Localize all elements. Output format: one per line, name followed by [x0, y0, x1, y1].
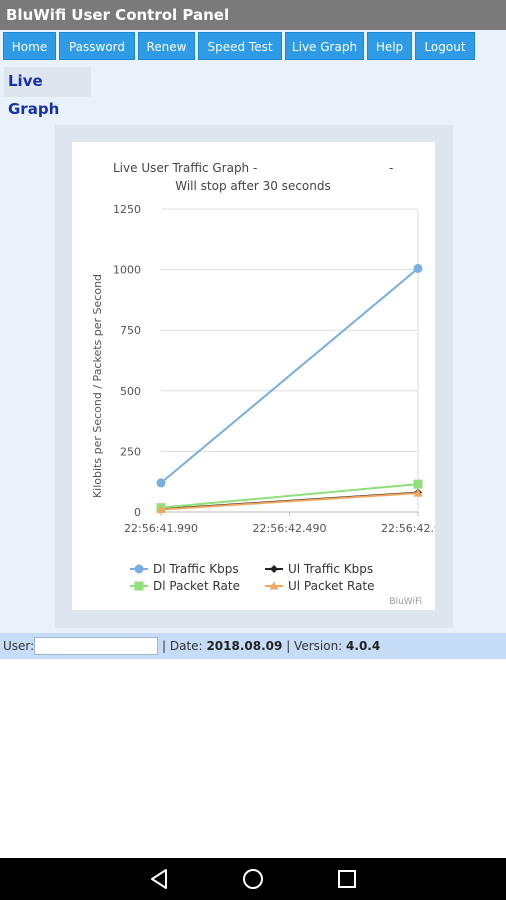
- app-title: BluWifi User Control Panel: [0, 0, 506, 30]
- series-line: [160, 483, 419, 509]
- data-point: [156, 505, 166, 514]
- traffic-chart: Live User Traffic Graph - - Will stop af…: [91, 161, 455, 607]
- date-value: 2018.08.09: [206, 639, 283, 653]
- main-content: Home Password Renew Speed Test Live Grap…: [0, 30, 506, 633]
- version-value: 4.0.4: [346, 639, 381, 653]
- chart-title: Live User Traffic Graph -: [113, 161, 257, 175]
- series-layer: [156, 263, 423, 514]
- data-point: [156, 478, 166, 488]
- y-tick-label: 1250: [113, 203, 141, 216]
- y-tick-label: 1000: [113, 264, 141, 277]
- nav-renew-button[interactable]: Renew: [138, 32, 195, 60]
- nav-speed-test-button[interactable]: Speed Test: [198, 32, 282, 60]
- section-title: Live Graph: [4, 67, 91, 118]
- y-tick-label: 250: [120, 445, 141, 458]
- legend-label: Dl Packet Rate: [153, 579, 240, 593]
- nav-bar: Home Password Renew Speed Test Live Grap…: [0, 30, 506, 62]
- data-point: [413, 479, 423, 489]
- y-tick-label: 0: [134, 506, 141, 519]
- data-point: [134, 581, 144, 591]
- legend-label: Dl Traffic Kbps: [153, 562, 239, 576]
- y-axis-label: Kilobits per Second / Packets per Second: [91, 274, 104, 498]
- data-point: [413, 263, 423, 273]
- chart-title-suffix: -: [389, 161, 393, 175]
- date-label: | Date:: [162, 639, 203, 653]
- x-tick-label: 22:56:42.490: [253, 522, 327, 535]
- version-label: | Version:: [286, 639, 343, 653]
- chart-panel: Live User Traffic Graph - - Will stop af…: [72, 142, 455, 610]
- data-point: [270, 565, 278, 573]
- series-line: [160, 267, 419, 484]
- legend: Dl Traffic Kbps Ul Traffic Kbps Dl Packet …: [130, 562, 375, 593]
- y-tick-label: 500: [120, 385, 141, 398]
- data-point: [413, 488, 423, 497]
- data-point: [269, 581, 279, 590]
- nav-logout-button[interactable]: Logout: [415, 32, 475, 60]
- x-tick-label: 22:56:41.990: [124, 522, 198, 535]
- nav-home-button[interactable]: Home: [3, 32, 56, 60]
- user-label: User:: [3, 639, 35, 653]
- nav-live-graph-button[interactable]: Live Graph: [285, 32, 364, 60]
- y-tick-label: 750: [120, 324, 141, 337]
- legend-label: Ul Traffic Kbps: [288, 562, 373, 576]
- recents-icon[interactable]: [327, 858, 367, 900]
- data-point: [134, 564, 144, 574]
- home-icon[interactable]: [233, 858, 273, 900]
- android-nav-bar: [0, 858, 506, 900]
- user-field: [34, 636, 159, 655]
- legend-label: Ul Packet Rate: [288, 579, 375, 593]
- nav-password-button[interactable]: Password: [59, 32, 135, 60]
- back-icon[interactable]: [139, 858, 179, 900]
- nav-help-button[interactable]: Help: [367, 32, 412, 60]
- series-line: [160, 492, 419, 511]
- x-tick-label: 22:56:42.990: [381, 522, 435, 535]
- chart-credit: BluWiFi: [389, 597, 422, 607]
- status-footer: User: | Date: 2018.08.09 | Version: 4.0.…: [0, 633, 506, 659]
- chart-frame: Live User Traffic Graph - - Will stop af…: [55, 125, 455, 628]
- chart-subtitle: Will stop after 30 seconds: [175, 179, 330, 193]
